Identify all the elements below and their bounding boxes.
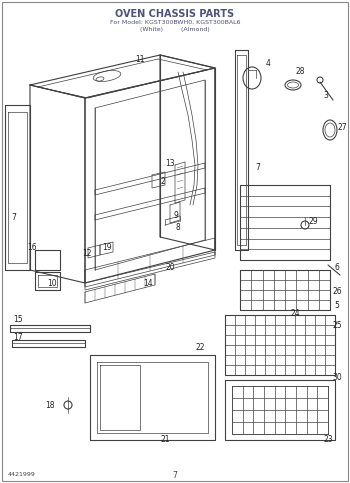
Text: (White)         (Almond): (White) (Almond)	[140, 27, 210, 31]
Text: 23: 23	[323, 436, 333, 444]
Text: 4421999: 4421999	[8, 472, 36, 478]
Text: 28: 28	[295, 68, 305, 76]
Text: For Model: KGST300BWH0, KGST300BAL6: For Model: KGST300BWH0, KGST300BAL6	[110, 19, 240, 25]
Text: 29: 29	[308, 217, 318, 227]
Text: 22: 22	[195, 343, 205, 353]
Text: 3: 3	[323, 90, 328, 99]
Text: 27: 27	[337, 124, 347, 132]
Text: 14: 14	[143, 279, 153, 287]
Text: 26: 26	[332, 287, 342, 297]
Text: 20: 20	[165, 264, 175, 272]
Text: 7: 7	[256, 164, 260, 172]
Text: 4: 4	[266, 59, 271, 69]
Text: 30: 30	[332, 373, 342, 383]
Text: 9: 9	[174, 211, 178, 219]
Text: 11: 11	[135, 56, 145, 65]
Text: 25: 25	[332, 321, 342, 329]
Text: 17: 17	[13, 332, 23, 341]
Text: 5: 5	[335, 300, 339, 310]
Text: 21: 21	[160, 436, 170, 444]
Text: 24: 24	[290, 309, 300, 317]
Text: 7: 7	[173, 470, 177, 480]
Text: 13: 13	[165, 158, 175, 168]
Text: 6: 6	[335, 264, 339, 272]
Text: 12: 12	[82, 248, 92, 257]
Text: 15: 15	[13, 315, 23, 325]
Text: 16: 16	[27, 242, 37, 252]
Text: 19: 19	[102, 243, 112, 253]
Text: 10: 10	[47, 279, 57, 287]
Text: 2: 2	[161, 177, 165, 186]
Text: 18: 18	[45, 400, 55, 410]
Text: OVEN CHASSIS PARTS: OVEN CHASSIS PARTS	[116, 9, 234, 19]
Text: 7: 7	[12, 213, 16, 223]
Text: 8: 8	[176, 224, 180, 232]
